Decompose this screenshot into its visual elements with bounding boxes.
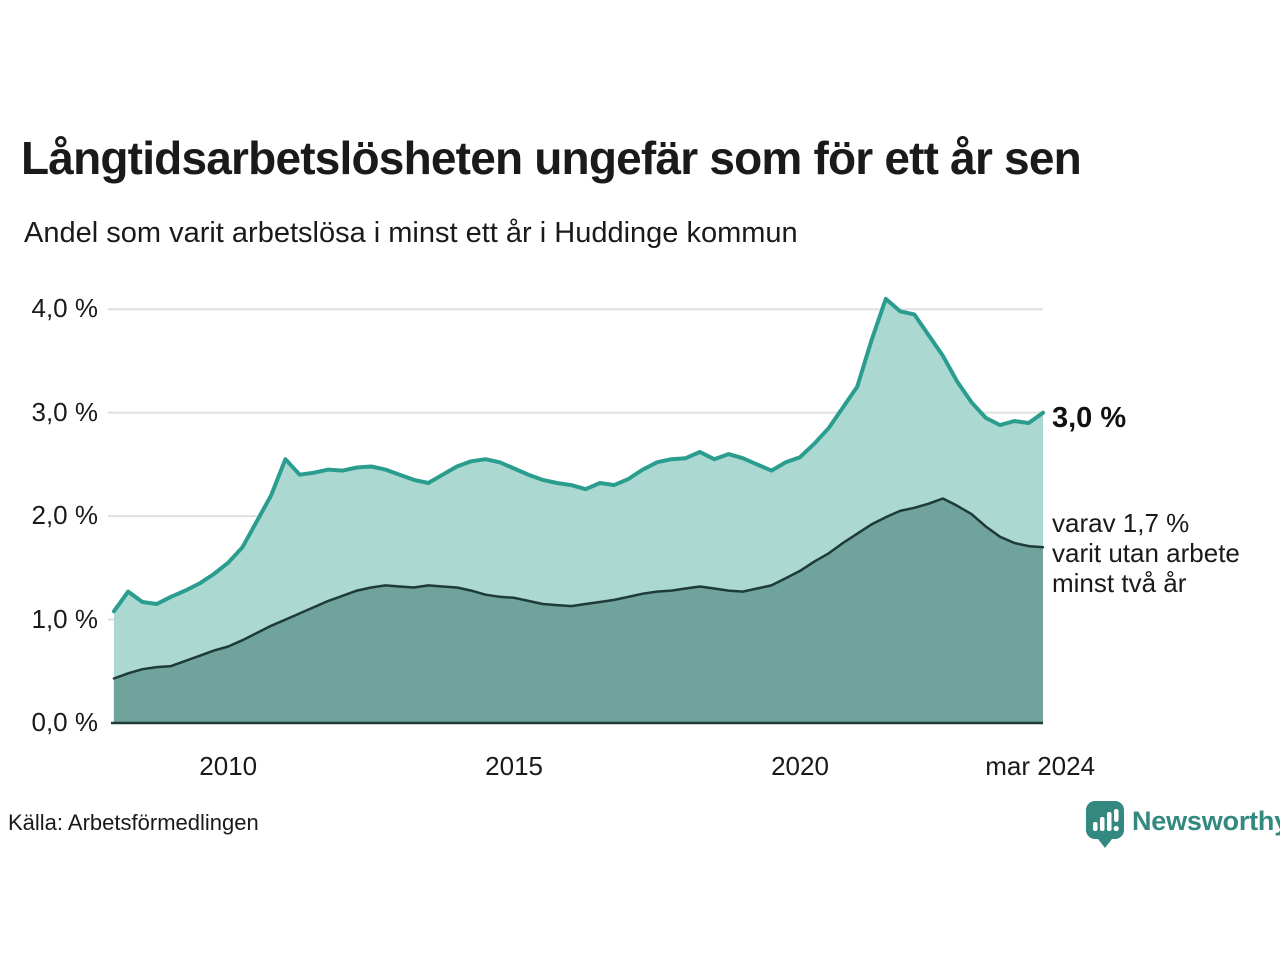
series-2-line <box>112 497 1045 680</box>
x-tick-label: 2010 <box>199 751 258 781</box>
x-tick-label: mar 2024 <box>985 751 1096 781</box>
series-two-note: varav 1,7 % varit utan arbete minst två … <box>1052 508 1240 598</box>
source-label: Källa: Arbetsförmedlingen <box>8 810 259 835</box>
y-tick-label: 4,0 % <box>31 293 99 324</box>
note-line-1: varav 1,7 % <box>1052 508 1190 538</box>
newsworthy-logo: Newsworthy <box>1086 801 1280 850</box>
y-tick-label: 2,0 % <box>31 500 99 531</box>
chart-title: Långtidsarbetslösheten ungefär som för e… <box>21 132 1082 184</box>
chart-subtitle: Andel som varit arbetslösa i minst ett å… <box>24 217 798 249</box>
x-tick-label: 2020 <box>771 751 829 781</box>
note-line-2: varit utan arbete <box>1052 538 1240 568</box>
series-2-area <box>113 498 1043 723</box>
y-tick-label: 3,0 % <box>31 396 99 427</box>
latest-value-label: 3,0 % <box>1052 402 1127 434</box>
note-line-3: minst två år <box>1052 568 1187 598</box>
newsworthy-logo-text: Newsworthy <box>1132 806 1280 836</box>
series-1-line <box>111 296 1045 614</box>
newsworthy-bubble-chart-icon <box>1086 801 1124 848</box>
x-tick-label: 2015 <box>485 751 544 781</box>
y-tick-label: 1,0 % <box>31 603 99 634</box>
y-tick-label: 0,0 % <box>31 707 99 737</box>
